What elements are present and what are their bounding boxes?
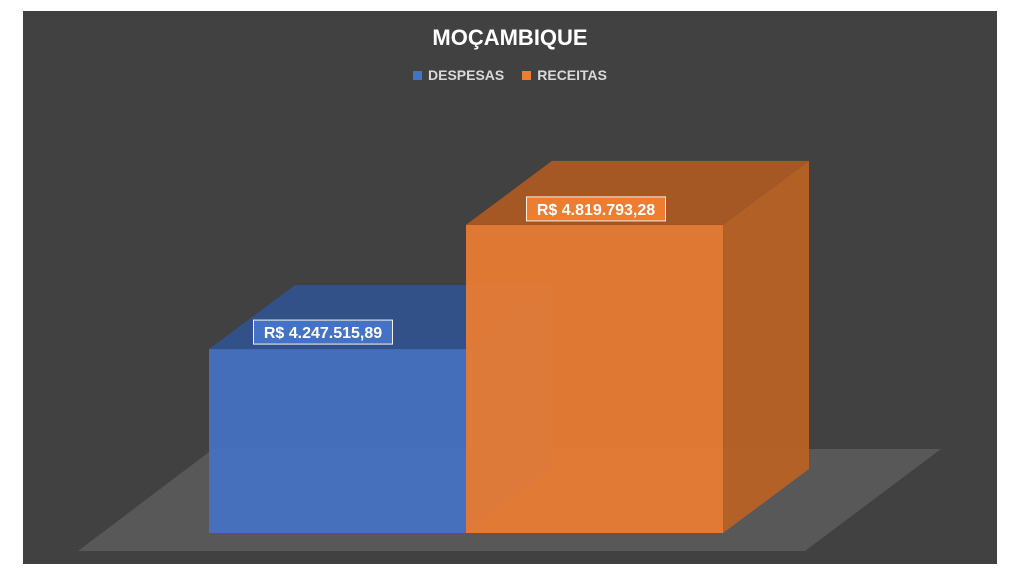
data-label-receitas: R$ 4.819.793,28 xyxy=(537,202,655,219)
plot-area: R$ 4.247.515,89 R$ 4.819.793,28 xyxy=(78,160,941,551)
legend-label-despesas: DESPESAS xyxy=(428,67,505,83)
bar-despesas xyxy=(209,349,466,533)
bar-receitas xyxy=(466,224,723,534)
chart-area: MOÇAMBIQUE DESPESAS RECEITAS R$ 4.247.51… xyxy=(23,11,997,564)
legend-item-despesas: DESPESAS xyxy=(413,67,504,83)
data-label-box-despesas xyxy=(253,319,393,345)
legend: DESPESAS RECEITAS xyxy=(23,67,997,83)
data-label-box-receitas xyxy=(526,196,666,222)
legend-item-receitas: RECEITAS xyxy=(522,67,607,83)
bar-side-receitas xyxy=(723,160,809,534)
legend-swatch-despesas xyxy=(413,70,422,80)
legend-swatch-receitas xyxy=(522,70,532,80)
chart-title: MOÇAMBIQUE xyxy=(432,25,588,50)
legend-label-receitas: RECEITAS xyxy=(537,67,607,83)
data-label-despesas: R$ 4.247.515,89 xyxy=(264,325,382,342)
